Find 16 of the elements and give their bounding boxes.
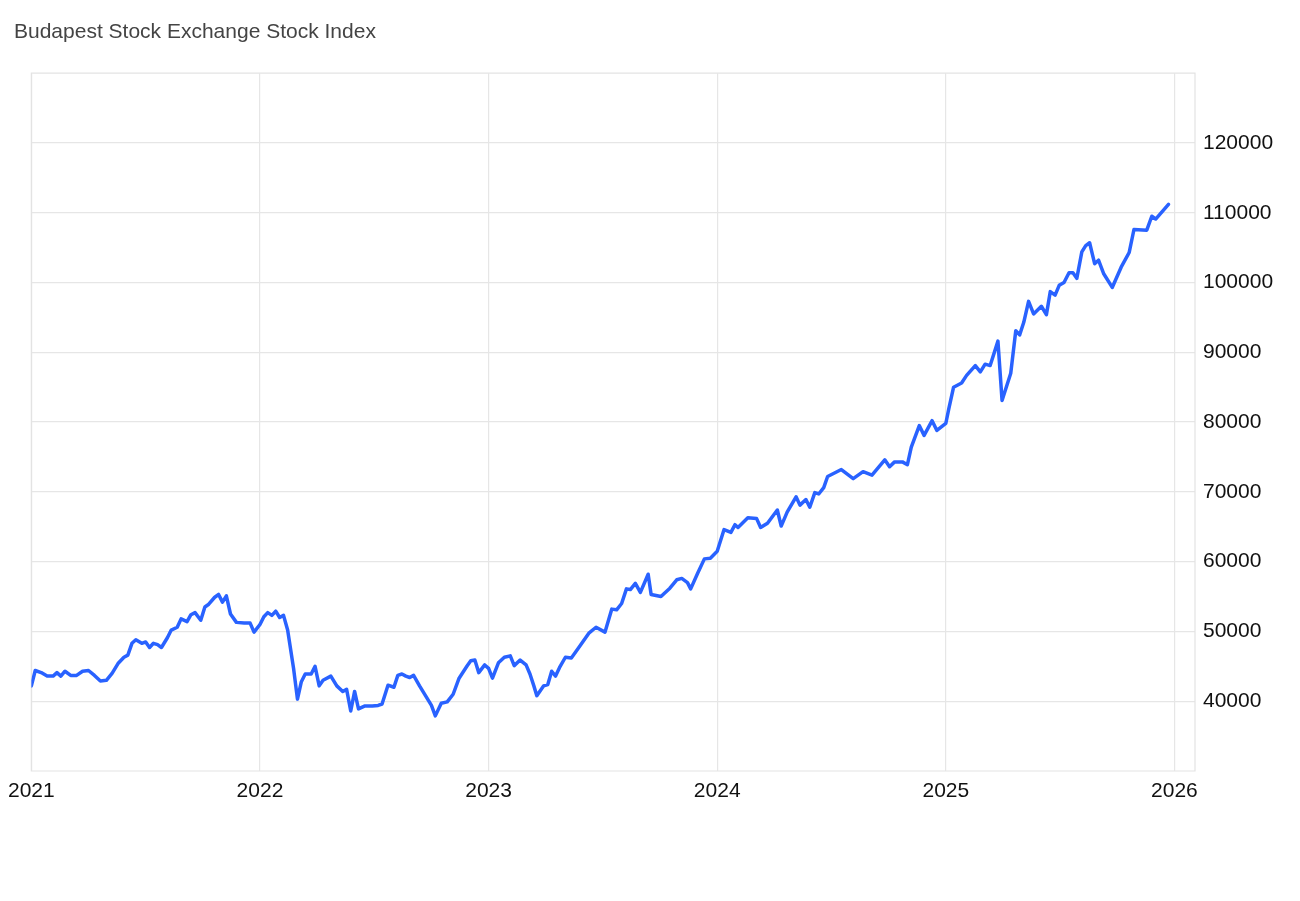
x-tick-label: 2022: [236, 778, 284, 802]
x-tick-label: 2026: [1151, 778, 1198, 802]
x-tick-label: 2023: [465, 778, 512, 802]
y-tick-label: 60000: [1203, 548, 1262, 572]
y-tick-label: 50000: [1203, 618, 1262, 642]
y-tick-label: 120000: [1203, 129, 1274, 153]
x-tick-label: 2025: [922, 778, 970, 802]
x-tick-label: 2021: [8, 778, 55, 802]
x-tick-label: 2024: [693, 778, 741, 802]
y-tick-label: 100000: [1203, 269, 1274, 293]
chart-title: Budapest Stock Exchange Stock Index: [14, 19, 377, 43]
y-tick-label: 70000: [1203, 478, 1262, 502]
y-tick-label: 80000: [1203, 408, 1262, 432]
y-tick-label: 110000: [1203, 199, 1272, 223]
y-tick-label: 90000: [1203, 339, 1262, 363]
y-tick-label: 40000: [1203, 688, 1262, 712]
